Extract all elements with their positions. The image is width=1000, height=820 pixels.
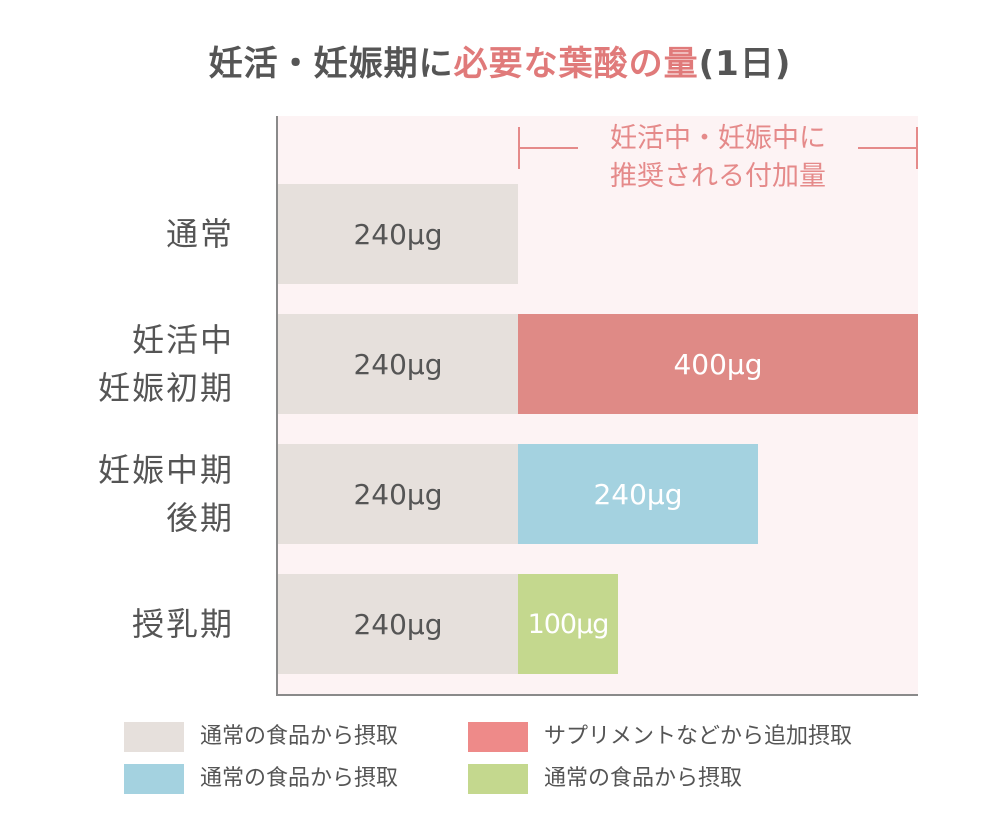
category-label-line: 妊活中 xyxy=(131,321,234,359)
category-label-0: 通常 xyxy=(166,210,234,258)
category-label-line: 後期 xyxy=(165,499,234,537)
category-label-2: 妊娠中期後期 xyxy=(98,446,234,542)
data-label: 240μg xyxy=(353,607,443,641)
category-label-line: 授乳期 xyxy=(131,605,234,643)
legend-label: サプリメントなどから追加摂取 xyxy=(544,724,853,749)
chart-title: 妊活・妊娠期に必要な葉酸の量(1日) xyxy=(0,36,1000,85)
legend-swatch xyxy=(468,722,528,752)
data-label: 240μg xyxy=(353,347,443,381)
legend-label: 通常の食品から摂取 xyxy=(200,766,399,791)
x-axis-line xyxy=(276,694,918,696)
legend-swatch xyxy=(124,764,184,794)
data-label: 240μg xyxy=(593,477,683,511)
title-part1: 妊活・妊娠期に xyxy=(208,44,454,84)
brace-left-line xyxy=(518,147,578,149)
data-label: 100μg xyxy=(527,608,610,640)
additional-amount-annotation: 妊活中・妊娠中に 推奨される付加量 xyxy=(518,120,918,196)
legend-swatch xyxy=(468,764,528,794)
category-label-1: 妊活中妊娠初期 xyxy=(98,316,234,412)
title-part3: (1日) xyxy=(698,44,792,84)
y-axis-line xyxy=(276,116,278,696)
category-label-line: 妊娠中期 xyxy=(97,451,234,489)
additional-bar-3: 100μg xyxy=(518,574,618,674)
annotation-line1: 妊活中・妊娠中に xyxy=(610,123,826,154)
additional-bar-1: 400μg xyxy=(518,314,918,414)
data-label: 240μg xyxy=(353,217,443,251)
annotation-line2: 推奨される付加量 xyxy=(610,161,826,192)
data-label: 400μg xyxy=(673,347,763,381)
category-label-line: 妊娠初期 xyxy=(97,369,234,407)
additional-bar-2: 240μg xyxy=(518,444,758,544)
base-bar-1: 240μg xyxy=(278,314,518,414)
category-label-3: 授乳期 xyxy=(132,600,234,648)
base-bar-2: 240μg xyxy=(278,444,518,544)
brace-right-line xyxy=(858,147,918,149)
legend-label: 通常の食品から摂取 xyxy=(544,766,743,791)
base-bar-3: 240μg xyxy=(278,574,518,674)
legend-swatch xyxy=(124,722,184,752)
title-part2: 必要な葉酸の量 xyxy=(453,44,699,84)
base-bar-0: 240μg xyxy=(278,184,518,284)
category-label-line: 通常 xyxy=(165,215,234,253)
legend-label: 通常の食品から摂取 xyxy=(200,724,399,749)
data-label: 240μg xyxy=(353,477,443,511)
